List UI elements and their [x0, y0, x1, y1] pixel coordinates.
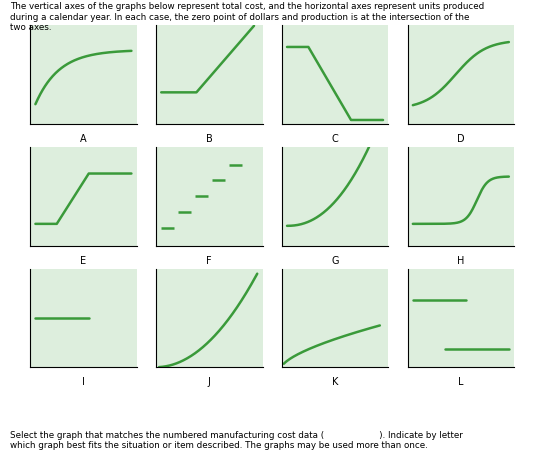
Text: D: D [457, 134, 464, 144]
Text: A: A [80, 134, 87, 144]
Text: The vertical axes of the graphs below represent total cost, and the horizontal a: The vertical axes of the graphs below re… [10, 2, 484, 32]
Text: J: J [208, 377, 211, 387]
Text: B: B [206, 134, 213, 144]
Text: G: G [331, 256, 339, 266]
Text: I: I [82, 377, 85, 387]
Text: Select the graph that matches the numbered manufacturing cost data (            : Select the graph that matches the number… [10, 431, 463, 450]
Text: H: H [457, 256, 464, 266]
Text: L: L [458, 377, 464, 387]
Text: F: F [206, 256, 212, 266]
Text: C: C [331, 134, 339, 144]
Text: E: E [80, 256, 86, 266]
Text: K: K [332, 377, 338, 387]
